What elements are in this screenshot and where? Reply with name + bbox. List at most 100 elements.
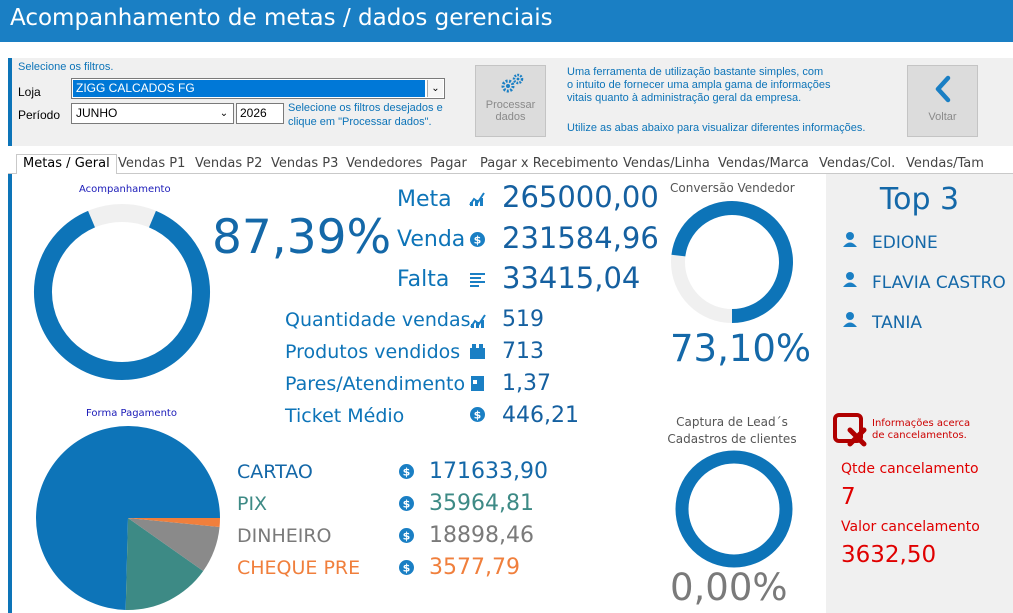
forma-pagamento-pie	[36, 425, 221, 610]
tab-vendas-tam[interactable]: Vendas/Tam	[906, 156, 984, 171]
tab-metas-geral[interactable]: Metas / Geral	[16, 154, 117, 174]
cartao-label: CARTAO	[237, 461, 313, 483]
meta-value: 265000,00	[502, 180, 659, 214]
donut-ring	[675, 450, 793, 568]
chart-icon	[470, 314, 486, 328]
pix-label: PIX	[237, 493, 268, 515]
svg-text:$: $	[403, 530, 411, 543]
periodo-label: Período	[18, 108, 61, 122]
quantidade-vendas-value: 519	[502, 307, 544, 332]
month-select[interactable]: JUNHO ⌄	[71, 103, 234, 124]
gears-icon	[501, 73, 523, 93]
cancelamentos-info: Informações acerca de cancelamentos.	[872, 418, 971, 441]
pie-slice-cheque-pre	[128, 518, 220, 527]
right-panel: Top 3 EDIONE FLAVIA CASTRO TANIA Informa…	[826, 174, 1013, 613]
year-input[interactable]: 2026	[236, 103, 284, 124]
acompanhamento-donut	[34, 204, 210, 380]
month-value: JUNHO	[76, 106, 118, 120]
coin-icon: $	[399, 464, 414, 479]
user-icon	[843, 312, 857, 327]
box-icon	[470, 344, 485, 359]
tab-vendedores[interactable]: Vendedores	[346, 156, 423, 171]
chevron-down-icon[interactable]: ⌄	[219, 108, 229, 119]
back-button[interactable]: Voltar	[907, 65, 978, 137]
card-icon	[471, 376, 484, 391]
ticket-medio-label: Ticket Médio	[285, 405, 405, 427]
valor-cancelamento-value: 3632,50	[841, 542, 937, 568]
coin-icon: $	[470, 232, 485, 247]
list-icon	[470, 273, 485, 287]
tab-bar: Metas / Geral Vendas P1 Vendas P2 Vendas…	[8, 152, 1013, 174]
process-button[interactable]: Processar dados	[475, 65, 546, 137]
tab-vendas-p1[interactable]: Vendas P1	[118, 156, 186, 171]
cheque-pre-value: 3577,79	[429, 555, 520, 580]
tab-vendas-marca[interactable]: Vendas/Marca	[718, 156, 809, 171]
coin-icon: $	[399, 528, 414, 543]
top3-name-1: EDIONE	[872, 233, 938, 253]
top3-name-3: TANIA	[872, 313, 923, 333]
captura-percent: 0,00%	[670, 566, 788, 609]
pie-slice-pix	[125, 518, 204, 610]
svg-text:$: $	[474, 234, 482, 247]
pares-atendimento-value: 1,37	[502, 371, 551, 396]
captura-donut	[675, 450, 793, 568]
filter-panel: Selecione os filtros. Loja ZIGG CALCADOS…	[8, 58, 1013, 146]
dinheiro-label: DINHEIRO	[237, 525, 332, 547]
filter-hint: Selecione os filtros desejados e clique …	[288, 102, 443, 128]
falta-value: 33415,04	[502, 261, 641, 295]
cheque-pre-label: CHEQUE PRE	[237, 557, 361, 579]
acompanhamento-title: Acompanhamento	[79, 184, 171, 195]
coin-icon: $	[399, 560, 414, 575]
svg-text:$: $	[403, 498, 411, 511]
chart-icon	[469, 192, 485, 206]
filter-prompt: Selecione os filtros.	[18, 61, 114, 73]
coin-icon: $	[470, 407, 485, 422]
acompanhamento-percent: 87,39%	[212, 210, 392, 265]
cartao-value: 171633,90	[429, 459, 548, 484]
dinheiro-value: 18898,46	[429, 523, 534, 548]
tab-vendas-col[interactable]: Vendas/Col.	[819, 156, 896, 171]
valor-cancelamento-label: Valor cancelamento	[841, 519, 980, 535]
venda-label: Venda	[397, 227, 466, 252]
donut-progress-arc	[671, 201, 793, 323]
captura-title: Captura de Lead´s Cadastros de clientes	[667, 415, 797, 446]
tab-vendas-p2[interactable]: Vendas P2	[195, 156, 263, 171]
cancel-x-icon	[833, 413, 867, 447]
tab-vendas-p3[interactable]: Vendas P3	[271, 156, 339, 171]
user-icon	[843, 232, 857, 247]
meta-label: Meta	[397, 187, 452, 212]
title-bar: Acompanhamento de metas / dados gerencia…	[0, 0, 1013, 42]
ticket-medio-value: 446,21	[502, 403, 579, 428]
chevron-down-icon[interactable]: ⌄	[427, 80, 443, 97]
pix-value: 35964,81	[429, 491, 534, 516]
conversao-percent: 73,10%	[670, 327, 812, 370]
tab-pagar-recebimento[interactable]: Pagar x Recebimento	[480, 156, 619, 171]
svg-text:$: $	[403, 466, 411, 479]
pie-slice-dinheiro	[128, 518, 220, 571]
svg-text:$: $	[403, 562, 411, 575]
conversao-donut	[671, 201, 793, 323]
svg-text:$: $	[474, 409, 482, 422]
tab-vendas-linha[interactable]: Vendas/Linha	[623, 156, 710, 171]
window-title: Acompanhamento de metas / dados gerencia…	[10, 5, 553, 31]
coin-icon: $	[399, 496, 414, 511]
donut-progress-arc	[34, 210, 210, 380]
loja-label: Loja	[18, 85, 41, 99]
conversao-title: Conversão Vendedor	[670, 181, 795, 195]
top3-name-2: FLAVIA CASTRO	[872, 273, 1006, 293]
falta-label: Falta	[397, 267, 450, 292]
loja-select[interactable]: ZIGG CALCADOS FG ⌄	[71, 78, 445, 99]
pares-atendimento-label: Pares/Atendimento	[285, 373, 466, 395]
quantidade-vendas-label: Quantidade vendas	[285, 309, 471, 331]
tab-pagar[interactable]: Pagar	[430, 156, 467, 171]
forma-pagamento-title: Forma Pagamento	[86, 408, 177, 419]
info-text-2: Utilize as abas abaixo para visualizar d…	[567, 122, 866, 134]
qtde-cancelamento-value: 7	[841, 484, 856, 510]
produtos-vendidos-label: Produtos vendidos	[285, 341, 461, 363]
qtde-cancelamento-label: Qtde cancelamento	[841, 461, 979, 477]
pie-slice-cartao	[36, 425, 221, 610]
loja-value: ZIGG CALCADOS FG	[73, 80, 425, 97]
chevron-left-icon	[935, 75, 950, 103]
user-icon	[843, 272, 857, 287]
info-text: Uma ferramenta de utilização bastante si…	[567, 66, 831, 104]
